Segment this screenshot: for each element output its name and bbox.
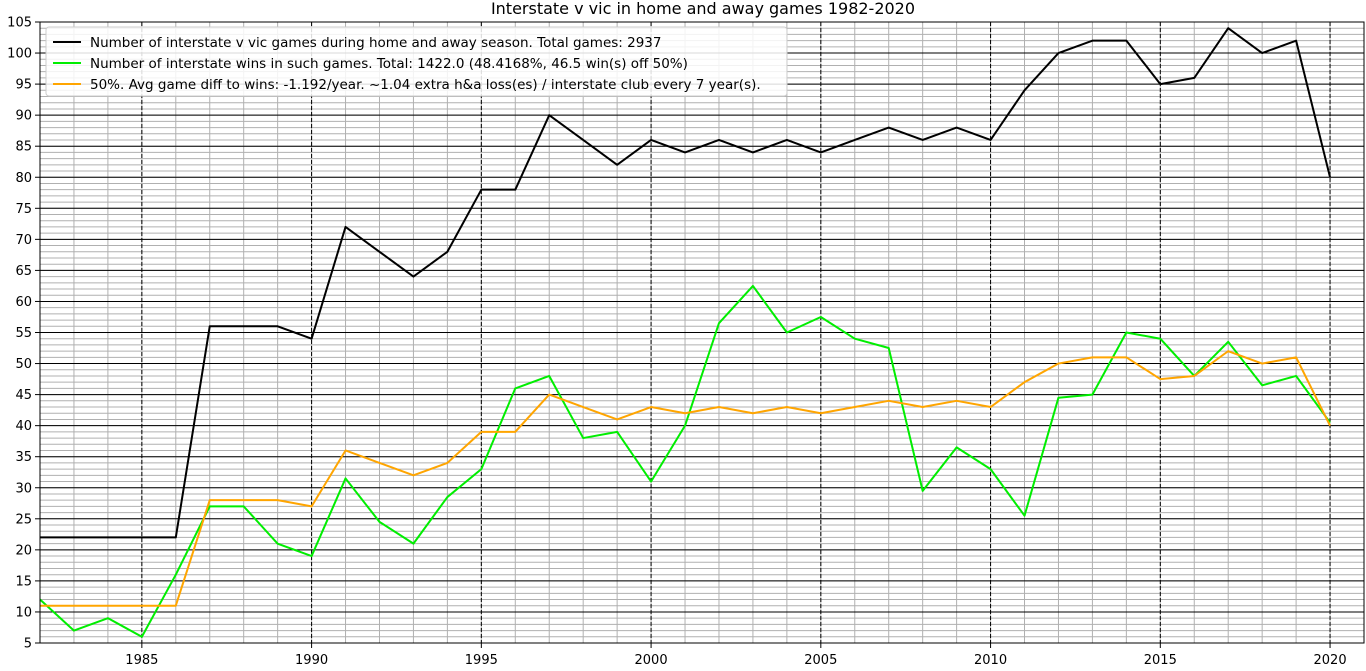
x-tick-label: 1995 [465,653,498,668]
y-tick-label: 70 [15,233,32,248]
y-tick-label: 105 [7,16,32,31]
legend-label-2: Number of interstate wins in such games.… [90,56,688,72]
x-tick-label: 2005 [804,653,837,668]
x-tick-label: 1985 [125,653,158,668]
chart-title: Interstate v vic in home and away games … [491,0,915,18]
y-tick-label: 55 [15,326,32,341]
y-tick-label: 60 [15,295,32,310]
x-axis-ticks: 1985 1990 1995 2000 2005 2010 2015 2020 [125,643,1347,668]
x-tick-label: 2010 [974,653,1007,668]
legend-label-1: Number of interstate v vic games during … [90,35,661,51]
y-tick-label: 80 [15,171,32,186]
y-tick-label: 10 [15,605,32,620]
y-tick-label: 65 [15,264,32,279]
y-tick-label: 95 [15,78,32,93]
series-line-3 [40,350,1331,607]
y-tick-label: 50 [15,357,32,372]
x-tick-label: 1990 [295,653,328,668]
legend-label-3: 50%. Avg game diff to wins: -1.192/year.… [90,77,761,93]
y-tick-label: 5 [24,637,32,652]
y-tick-label: 40 [15,419,32,434]
legend: Number of interstate v vic games during … [45,26,788,97]
y-tick-label: 15 [15,574,32,589]
x-tick-label: 2015 [1144,653,1177,668]
series-line-1 [40,27,1332,539]
x-tick-label: 2020 [1314,653,1347,668]
y-tick-label: 45 [15,388,32,403]
y-tick-label: 100 [7,47,32,62]
legend-box [45,26,788,97]
y-tick-label: 25 [15,512,32,527]
y-axis-ticks: 5 10 15 20 25 30 35 40 45 50 55 60 65 70 75 80 85 90 95 100… [7,16,40,652]
y-tick-label: 30 [15,481,32,496]
y-tick-label: 75 [15,202,32,217]
series-lines [39,27,1332,638]
major-grid [40,21,1364,644]
y-tick-label: 85 [15,140,32,155]
y-tick-label: 35 [15,450,32,465]
y-tick-label: 90 [15,109,32,124]
y-tick-label: 20 [15,543,32,558]
x-tick-label: 2000 [635,653,668,668]
series-line-2 [39,284,1331,638]
